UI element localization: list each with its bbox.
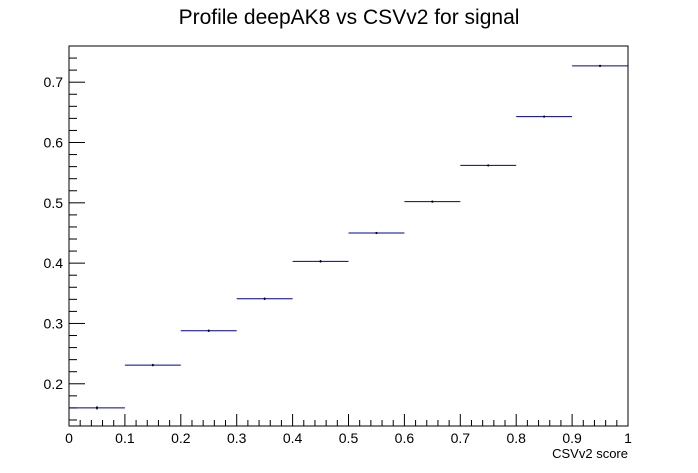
x-tick-label: 0.6: [395, 430, 415, 446]
y-tick-label: 0.7: [44, 74, 64, 90]
profile-point: [95, 406, 99, 410]
profile-series: [69, 64, 628, 410]
profile-point: [319, 260, 322, 263]
x-tick-label: 0.8: [506, 430, 526, 446]
y-tick-label: 0.6: [44, 135, 64, 151]
y-axis: 0.2 0.3 0.4 0.5 0.6 0.7: [44, 45, 85, 421]
x-tick-label: 1: [624, 430, 632, 446]
y-tick-label: 0.2: [44, 376, 64, 392]
profile-point: [487, 164, 490, 167]
x-axis-title: CSVv2 score: [552, 446, 628, 461]
x-tick-label: 0.3: [227, 430, 247, 446]
x-tick-label: 0.4: [283, 430, 303, 446]
profile-point: [431, 200, 434, 203]
profile-point: [263, 297, 266, 300]
x-tick-label: 0.7: [451, 430, 471, 446]
chart-title: Profile deepAK8 vs CSVv2 for signal: [179, 6, 520, 29]
x-tick-label: 0.1: [115, 430, 135, 446]
x-tick-label: 0.5: [339, 430, 359, 446]
x-tick-label: 0.2: [171, 430, 191, 446]
profile-point: [207, 329, 210, 332]
x-axis: 0 0.1 0.2 0.3 0.4 0.5 0.6 0.7 0.8 0.9 1: [65, 414, 632, 446]
x-tick-label: 0.9: [562, 430, 582, 446]
profile-point: [598, 64, 602, 68]
profile-point: [543, 115, 546, 118]
y-tick-label: 0.4: [44, 255, 64, 271]
y-tick-label: 0.3: [44, 315, 64, 331]
profile-point: [375, 231, 378, 235]
profile-point: [151, 363, 154, 367]
plot-frame: [68, 45, 629, 427]
x-tick-label: 0: [65, 430, 73, 446]
y-tick-label: 0.5: [44, 195, 64, 211]
